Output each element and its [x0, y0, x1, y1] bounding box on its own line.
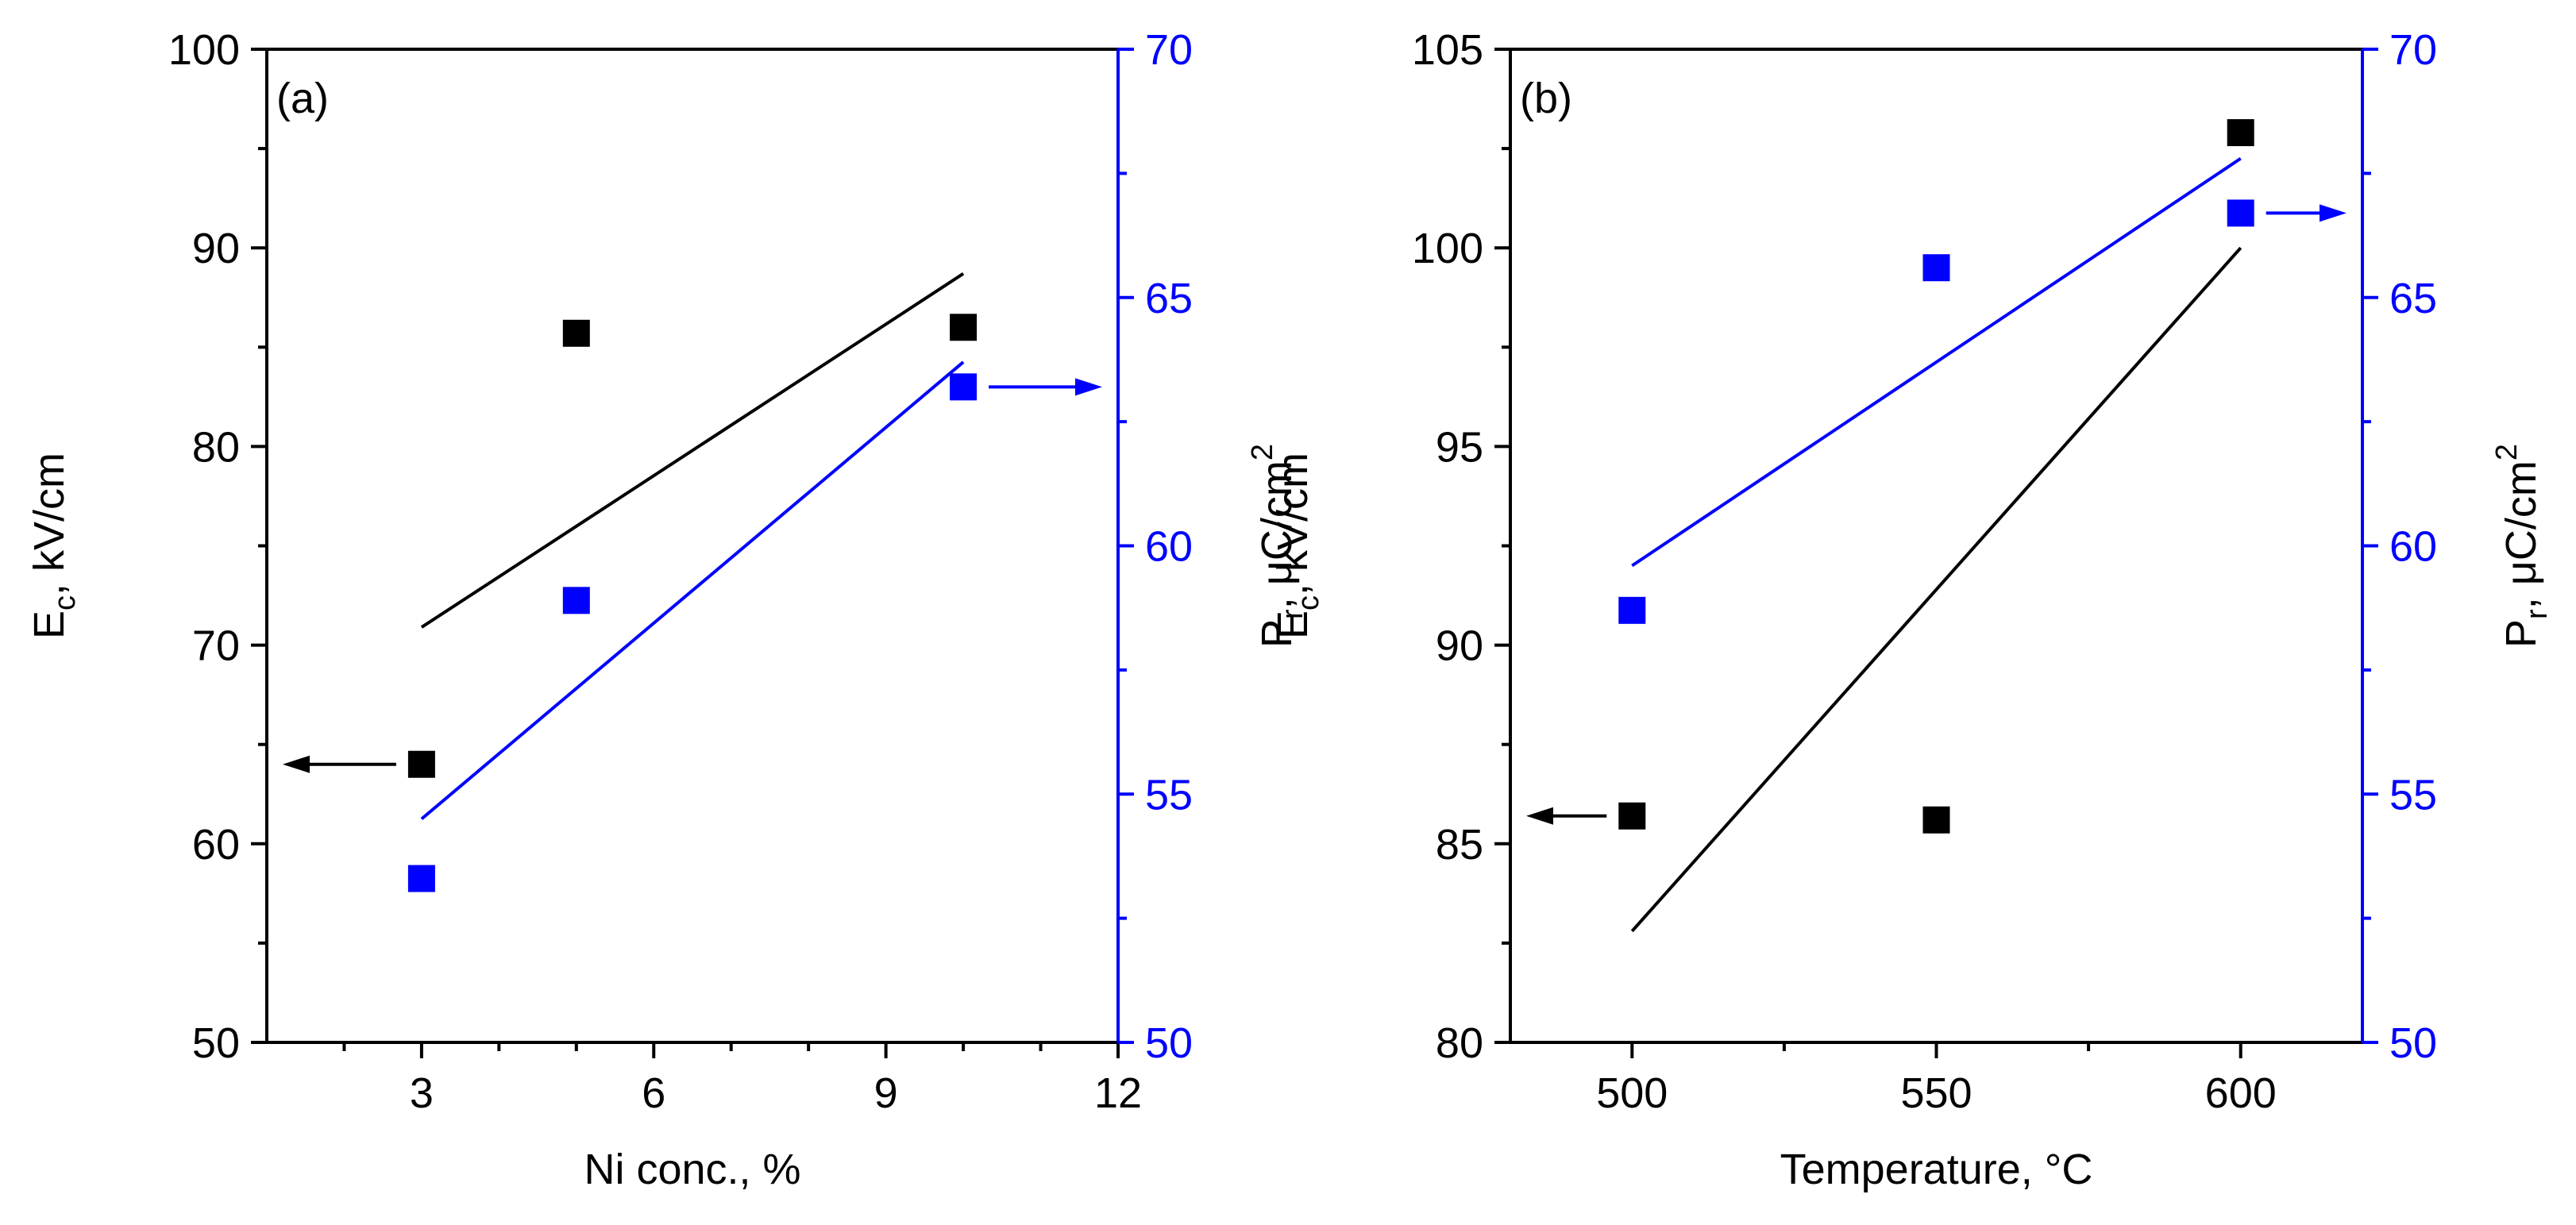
x-tick-label: 500	[1596, 1069, 1668, 1117]
data-point-ec	[2227, 119, 2254, 147]
axis-arrow-head-right	[1075, 378, 1102, 396]
left-y-tick-label: 100	[1412, 225, 1483, 272]
data-point-ec	[407, 750, 435, 778]
x-tick-label: 12	[1094, 1069, 1142, 1117]
x-tick-label: 3	[410, 1069, 434, 1117]
left-y-tick-label: 100	[168, 26, 240, 74]
x-axis-title: Ni conc., %	[584, 1146, 800, 1193]
panel-label: (a)	[276, 75, 329, 122]
left-y-tick-label: 80	[192, 423, 240, 471]
panel-label: (b)	[1520, 75, 1572, 122]
data-point-ec	[1618, 802, 1646, 830]
right-y-tick-label: 65	[2389, 275, 2437, 322]
data-point-pr	[950, 373, 978, 401]
fit-line-pr	[420, 360, 965, 821]
x-tick-label: 600	[2205, 1069, 2277, 1117]
right-y-tick-label: 70	[1145, 26, 1193, 74]
data-point-ec	[1922, 806, 1950, 834]
left-y-tick-label: 85	[1436, 821, 1483, 869]
left-y-tick-label: 70	[192, 622, 240, 670]
data-point-ec	[562, 319, 590, 347]
x-axis-title: Temperature, °C	[1780, 1146, 2093, 1193]
data-point-pr	[2227, 199, 2254, 227]
right-y-tick-label: 60	[1145, 523, 1193, 571]
x-tick-label: 550	[1900, 1069, 1972, 1117]
data-point-pr	[1618, 596, 1646, 624]
left-y-axis-title: Ec, kV/cm	[1269, 453, 1325, 639]
axis-arrow-head-right	[2320, 204, 2347, 222]
data-point-pr	[407, 865, 435, 892]
left-y-tick-label: 90	[192, 225, 240, 272]
right-y-tick-label: 70	[2389, 26, 2437, 74]
left-y-tick-label: 50	[192, 1019, 240, 1067]
right-y-tick-label: 55	[2389, 771, 2437, 819]
data-point-pr	[562, 587, 590, 614]
data-point-ec	[950, 314, 978, 341]
fit-line-ec	[1630, 246, 2242, 933]
right-y-tick-label: 50	[1145, 1019, 1193, 1067]
right-y-tick-label: 65	[1145, 275, 1193, 322]
left-y-tick-label: 95	[1436, 423, 1483, 471]
right-y-tick-label: 55	[1145, 771, 1193, 819]
right-y-tick-label: 50	[2389, 1019, 2437, 1067]
data-point-pr	[1922, 254, 1950, 282]
fit-line-pr	[1631, 156, 2242, 568]
right-y-axis-title: Pr, μC/cm2	[2490, 444, 2554, 648]
x-tick-label: 9	[874, 1069, 898, 1117]
fit-line-ec	[420, 272, 965, 629]
left-y-tick-label: 60	[192, 821, 240, 869]
left-y-axis-title: Ec, kV/cm	[25, 453, 82, 639]
left-y-tick-label: 80	[1436, 1019, 1483, 1067]
axis-arrow-head-left	[1526, 807, 1553, 825]
x-tick-label: 6	[642, 1069, 665, 1117]
left-y-tick-label: 105	[1412, 26, 1483, 74]
right-y-tick-label: 60	[2389, 523, 2437, 571]
axis-arrow-head-left	[283, 755, 310, 773]
left-y-tick-label: 90	[1436, 622, 1483, 670]
panel-b: 500 550 600 80 85 90 95 100 105 50 55 60 65 70 (b) Temp…	[1269, 26, 2554, 1193]
right-y-axis-title: Pr, μC/cm2	[1246, 444, 1309, 648]
